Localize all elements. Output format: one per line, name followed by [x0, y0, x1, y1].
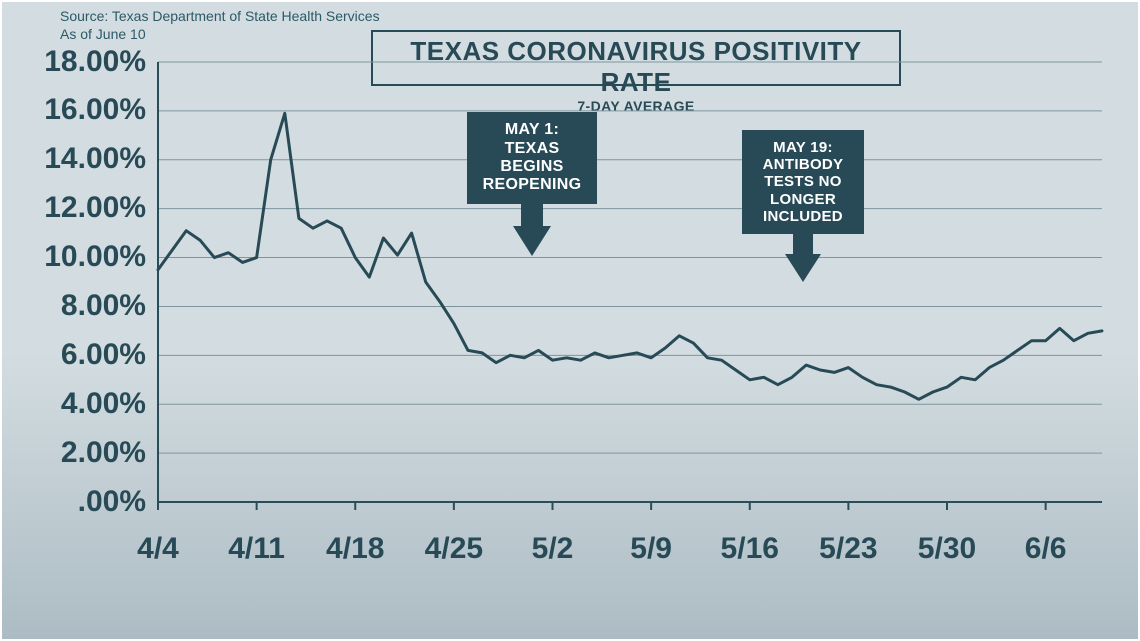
x-tick-label: 5/9: [611, 532, 691, 566]
y-tick-label: 4.00%: [61, 387, 146, 421]
x-tick-label: 5/16: [710, 532, 790, 566]
y-tick-label: 6.00%: [61, 338, 146, 372]
x-tick-label: 5/23: [808, 532, 888, 566]
annotation-line: MAY 1:: [467, 121, 597, 139]
x-tick-label: 4/25: [414, 532, 494, 566]
annotation-antibody: MAY 19:ANTIBODYTESTS NOLONGERINCLUDED: [742, 130, 864, 234]
chart-frame: Source: Texas Department of State Health…: [0, 0, 1140, 641]
x-tick-label: 6/6: [1006, 532, 1086, 566]
y-tick-label: 12.00%: [44, 191, 146, 225]
annotation-line: TESTS NO: [742, 173, 864, 190]
x-tick-label: 4/18: [315, 532, 395, 566]
y-tick-label: .00%: [78, 485, 146, 519]
annotation-line: TEXAS: [467, 140, 597, 158]
x-tick-label: 5/30: [907, 532, 987, 566]
x-tick-label: 4/11: [217, 532, 297, 566]
annotation-line: ANTIBODY: [742, 156, 864, 173]
x-tick-label: 5/2: [513, 532, 593, 566]
y-tick-label: 2.00%: [61, 436, 146, 470]
y-tick-label: 16.00%: [44, 93, 146, 127]
y-tick-label: 18.00%: [44, 45, 146, 79]
annotation-line: LONGER: [742, 191, 864, 208]
annotation-line: MAY 19:: [742, 139, 864, 156]
x-tick-label: 4/4: [118, 532, 198, 566]
y-tick-label: 8.00%: [61, 289, 146, 323]
y-tick-label: 14.00%: [44, 142, 146, 176]
annotation-line: BEGINS: [467, 158, 597, 176]
y-tick-label: 10.00%: [44, 240, 146, 274]
annotation-line: INCLUDED: [742, 208, 864, 225]
annotation-line: REOPENING: [467, 176, 597, 194]
annotation-reopen: MAY 1:TEXASBEGINSREOPENING: [467, 112, 597, 204]
